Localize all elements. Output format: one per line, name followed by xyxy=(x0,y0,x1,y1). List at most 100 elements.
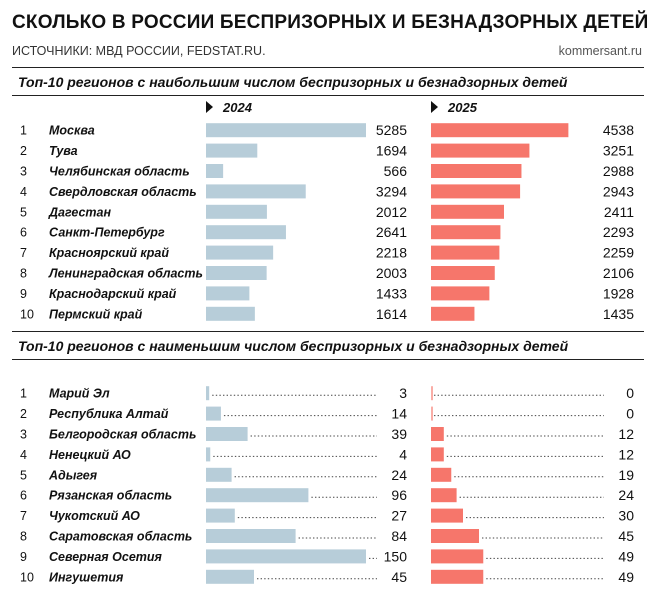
bar-2025 xyxy=(431,549,484,564)
value-label-2025: 30 xyxy=(618,508,634,524)
rank-label: 4 xyxy=(20,448,27,462)
sources-note: ИСТОЧНИКИ: МВД РОССИИ, FEDSTAT.RU. xyxy=(12,44,266,58)
value-label-2024: 96 xyxy=(391,487,407,503)
rank-label: 1 xyxy=(20,387,27,401)
region-label: Ингушетия xyxy=(49,570,124,584)
region-label: Марий Эл xyxy=(49,387,110,401)
divider-bottom-section xyxy=(12,359,644,360)
region-label: Северная Осетия xyxy=(49,550,163,564)
region-label: Ненецкий АО xyxy=(49,448,131,462)
value-label-2024: 2218 xyxy=(376,245,407,261)
value-label-2024: 27 xyxy=(391,508,407,524)
rank-label: 6 xyxy=(20,226,27,240)
bar-2024 xyxy=(206,427,248,441)
year-header-2024: 2024 xyxy=(206,100,252,115)
value-label-2025: 45 xyxy=(618,528,634,544)
rank-label: 9 xyxy=(20,550,27,564)
region-label: Краснодарский край xyxy=(49,287,177,301)
value-label-2024: 150 xyxy=(384,548,408,564)
chart-title: СКОЛЬКО В РОССИИ БЕСПРИЗОРНЫХ И БЕЗНАДЗО… xyxy=(12,12,649,33)
bar-2024 xyxy=(206,164,224,178)
region-label: Дагестан xyxy=(48,205,111,219)
divider-bottom xyxy=(12,331,644,332)
value-label-2025: 2988 xyxy=(603,163,634,179)
value-label-2024: 14 xyxy=(391,406,407,422)
value-label-2024: 84 xyxy=(391,528,407,544)
bar-2024 xyxy=(206,123,366,138)
year-label-2024: 2024 xyxy=(223,100,252,115)
bar-2025 xyxy=(431,164,522,178)
bar-2025 xyxy=(431,406,433,421)
section-title-bottom: Топ-10 регионов с наименьшим числом бесп… xyxy=(18,338,569,354)
bar-2025 xyxy=(431,529,479,543)
bar-2025 xyxy=(431,488,457,503)
bar-2025 xyxy=(431,266,495,280)
bar-2025 xyxy=(431,569,484,584)
value-label-2025: 49 xyxy=(618,548,634,564)
region-label: Челябинская область xyxy=(49,165,190,179)
value-label-2025: 3251 xyxy=(603,143,634,159)
region-label: Красноярский край xyxy=(49,246,169,260)
bar-2024 xyxy=(206,386,210,401)
bar-2025 xyxy=(431,143,530,158)
bar-2025 xyxy=(431,306,475,321)
bar-2024 xyxy=(206,549,366,564)
bar-2025 xyxy=(431,467,452,482)
value-label-2025: 24 xyxy=(618,487,634,503)
value-label-2025: 2106 xyxy=(603,265,634,281)
rank-label: 7 xyxy=(20,509,27,523)
rank-label: 3 xyxy=(20,428,27,442)
bar-2025 xyxy=(431,204,504,219)
rank-label: 2 xyxy=(20,407,27,421)
region-label: Рязанская область xyxy=(49,489,172,503)
bar-2025 xyxy=(431,286,490,301)
bar-2025 xyxy=(431,508,463,523)
region-label: Белгородская область xyxy=(49,428,196,442)
triangle-marker-icon xyxy=(206,101,213,113)
value-label-2025: 12 xyxy=(618,426,634,442)
bar-2025 xyxy=(431,225,501,240)
region-label: Москва xyxy=(49,124,95,138)
region-label: Республика Алтай xyxy=(49,407,169,421)
bar-2025 xyxy=(431,427,444,441)
rank-label: 1 xyxy=(20,124,27,138)
value-label-2024: 3 xyxy=(399,385,407,401)
bar-2024 xyxy=(206,204,267,219)
bar-2025 xyxy=(431,386,433,401)
value-label-2024: 24 xyxy=(391,467,407,483)
bar-2024 xyxy=(206,508,235,523)
rank-label: 3 xyxy=(20,165,27,179)
rank-label: 5 xyxy=(20,205,27,219)
rank-label: 2 xyxy=(20,144,27,158)
value-label-2025: 2293 xyxy=(603,224,634,240)
bar-2024 xyxy=(206,225,286,240)
divider-top-section xyxy=(12,95,644,96)
rank-label: 4 xyxy=(20,185,27,199)
site-credit: kommersant.ru xyxy=(558,44,642,58)
bar-2024 xyxy=(206,529,296,543)
value-label-2025: 2411 xyxy=(604,204,634,220)
value-label-2025: 49 xyxy=(618,569,634,585)
divider-top xyxy=(12,67,644,68)
value-label-2025: 19 xyxy=(618,467,634,483)
bar-2024 xyxy=(206,184,306,199)
bar-2024 xyxy=(206,306,255,321)
region-label: Саратовская область xyxy=(49,530,192,544)
bar-2025 xyxy=(431,245,500,260)
region-label: Ленинградская область xyxy=(48,267,203,281)
value-label-2025: 0 xyxy=(626,406,634,422)
value-label-2024: 1694 xyxy=(376,143,407,159)
value-label-2025: 4538 xyxy=(603,122,634,138)
bar-2024 xyxy=(206,569,254,584)
bar-2024 xyxy=(206,406,221,421)
bar-2024 xyxy=(206,488,309,503)
value-label-2024: 1433 xyxy=(376,285,407,301)
value-label-2025: 1435 xyxy=(603,306,634,322)
bar-2025 xyxy=(431,184,521,199)
value-label-2024: 566 xyxy=(384,163,408,179)
value-label-2025: 2259 xyxy=(603,245,634,261)
value-label-2024: 2003 xyxy=(376,265,407,281)
rank-label: 6 xyxy=(20,489,27,503)
value-label-2024: 39 xyxy=(391,426,407,442)
